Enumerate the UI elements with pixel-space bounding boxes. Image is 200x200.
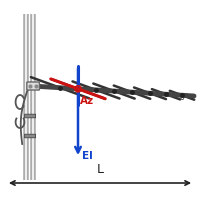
Text: Az: Az — [80, 96, 94, 106]
Text: L: L — [96, 163, 104, 176]
Text: 0°: 0° — [180, 94, 189, 102]
FancyBboxPatch shape — [27, 82, 39, 90]
FancyBboxPatch shape — [25, 114, 36, 118]
Text: El: El — [82, 151, 93, 161]
FancyBboxPatch shape — [25, 134, 36, 138]
